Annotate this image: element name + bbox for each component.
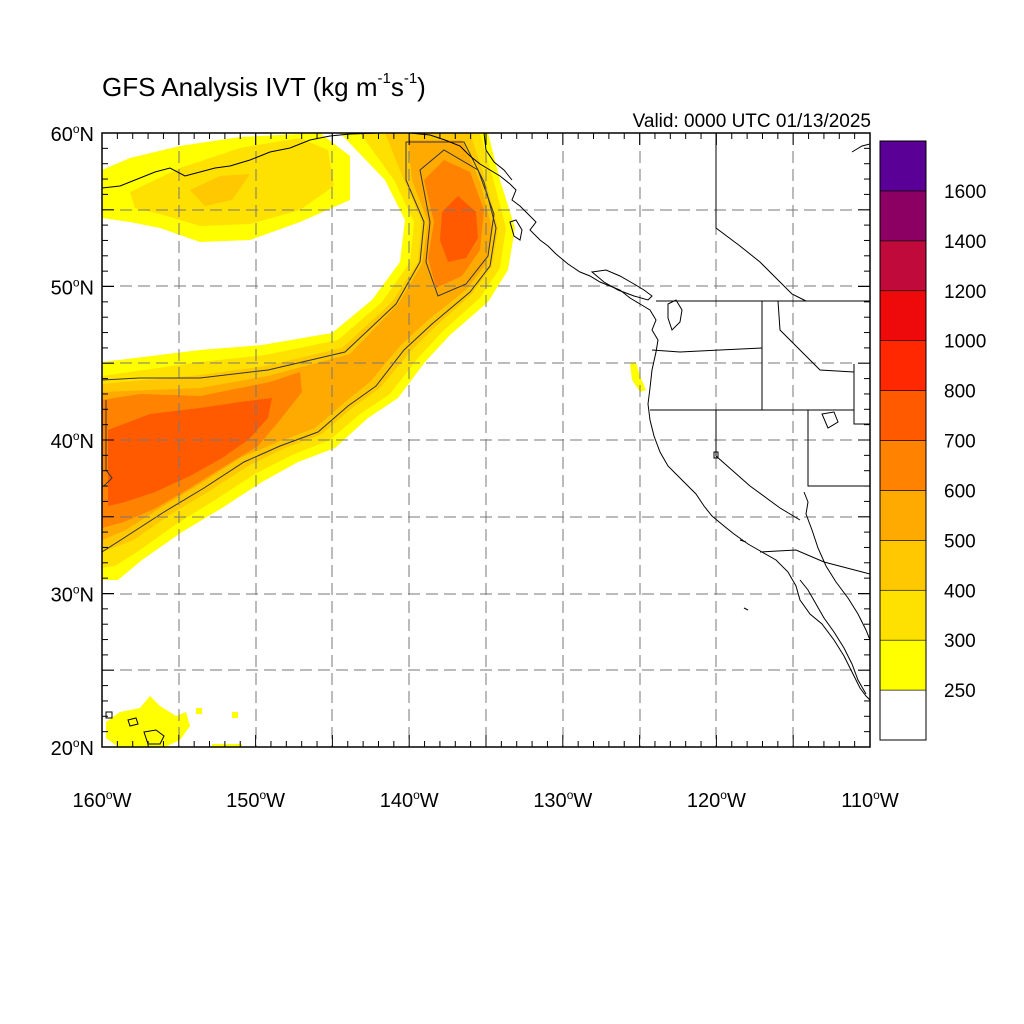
colorbar-label: 250 xyxy=(944,681,976,702)
colorbar-box xyxy=(879,589,927,641)
title-close: ) xyxy=(417,72,426,102)
colorbar-label: 1200 xyxy=(944,282,986,303)
vancouver-island xyxy=(590,269,653,301)
baja-coast xyxy=(799,579,867,695)
lake-tahoe xyxy=(713,451,719,459)
colorbar-box xyxy=(879,340,927,391)
lat-tick-label: 40oN xyxy=(51,429,94,453)
ivt-oregon-patch xyxy=(630,362,646,392)
lat-tick-label: 50oN xyxy=(51,276,94,300)
colorbar-box xyxy=(879,190,927,242)
colorbar-label: 1400 xyxy=(944,232,986,253)
ivt-hawaii-speck-3 xyxy=(212,744,242,747)
boundary-ak-bc xyxy=(483,133,513,181)
lat-tick-label: 20oN xyxy=(51,736,94,760)
lon-axis-labels: 160oW 150oW 140oW 130oW 120oW 110oW xyxy=(73,788,899,812)
channel-islands xyxy=(739,539,749,611)
gulf-of-california xyxy=(803,491,870,641)
colorbar: 250 300 400 500 600 700 800 1000 1200 1400 1600 xyxy=(879,140,986,741)
ivt-hawaii-speck-2 xyxy=(232,712,238,718)
lon-tick-label: 150oW xyxy=(226,788,285,812)
colorbar-label: 700 xyxy=(944,432,976,453)
axis-ticks xyxy=(101,132,871,748)
lat-axis-labels: 60oN 50oN 40oN 30oN 20oN xyxy=(51,122,94,760)
haida-gwaii xyxy=(509,219,523,241)
figure-title: GFS Analysis IVT (kg m-1s-1) xyxy=(102,70,426,103)
coastlines xyxy=(102,133,870,745)
colorbar-box xyxy=(879,440,927,491)
grid xyxy=(102,133,870,747)
lon-tick-label: 160oW xyxy=(73,788,132,812)
lon-tick-label: 130oW xyxy=(533,788,592,812)
colorbar-label: 300 xyxy=(944,631,976,652)
title-mid: s xyxy=(390,72,404,102)
colorbar-label: 1000 xyxy=(944,332,986,353)
colorbar-box xyxy=(879,689,927,741)
colorbar-box xyxy=(879,540,927,591)
colorbar-box xyxy=(879,639,927,691)
lon-tick-label: 120oW xyxy=(687,788,746,812)
boundary-nv-ut xyxy=(807,410,870,487)
ivt-nw-patch xyxy=(102,172,116,186)
lat-tick-label: 60oN xyxy=(51,122,94,146)
mainland-ne-corner xyxy=(851,143,870,153)
ivt-north-band-400 xyxy=(190,174,250,206)
boundary-ut-wy xyxy=(853,364,870,425)
colorbar-box xyxy=(879,240,927,292)
colorbar-label: 400 xyxy=(944,581,976,602)
title-exp-1: -1 xyxy=(377,70,391,88)
ivt-contour-500-river xyxy=(102,141,497,553)
hawaii-big-island xyxy=(143,729,165,745)
ivt-contour-700-river xyxy=(103,400,113,487)
boundary-ca-nv xyxy=(715,410,801,521)
ivt-hawaii-speck-1 xyxy=(196,708,202,714)
ivt-hawaii-patch xyxy=(106,696,190,747)
colorbar-box xyxy=(879,490,927,541)
title-main: GFS Analysis IVT (kg m xyxy=(102,72,378,102)
great-salt-lake xyxy=(821,411,839,429)
ivt-gulf-700 xyxy=(440,196,478,262)
ivt-contour-gulf xyxy=(419,149,495,297)
colorbar-box xyxy=(879,140,927,192)
hawaii-maui xyxy=(127,717,139,727)
colorbar-box xyxy=(879,290,927,341)
ivt-river-700 xyxy=(108,398,272,506)
political-boundaries xyxy=(483,133,870,575)
lon-tick-label: 110oW xyxy=(841,788,899,812)
boundary-id-mt xyxy=(777,300,855,373)
colorbar-label: 600 xyxy=(944,481,976,502)
alaska-coast xyxy=(102,133,381,189)
valid-time: Valid: 0000 UTC 01/13/2025 xyxy=(632,111,871,132)
lon-tick-label: 140oW xyxy=(380,788,439,812)
puget-sound xyxy=(667,299,683,331)
boundary-wa-or xyxy=(651,347,763,353)
colorbar-label: 1600 xyxy=(944,182,986,203)
colorbar-label: 800 xyxy=(944,382,976,403)
lat-tick-label: 30oN xyxy=(51,583,94,607)
colorbar-frame xyxy=(879,140,927,741)
boundary-bc-alberta xyxy=(715,133,807,302)
colorbar-label: 500 xyxy=(944,531,976,552)
colorbar-box xyxy=(879,390,927,441)
panhandle-coast xyxy=(409,133,870,701)
boundary-us-mexico xyxy=(759,549,870,575)
title-exp-2: -1 xyxy=(403,70,418,88)
